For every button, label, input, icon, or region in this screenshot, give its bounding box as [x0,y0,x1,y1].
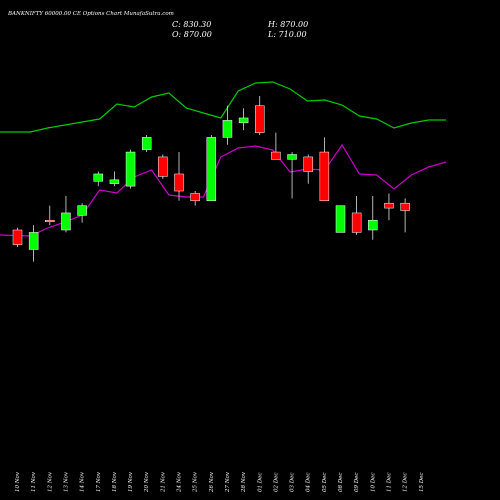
candles [12,96,410,262]
candle-body [368,220,378,231]
candle-body [93,173,103,182]
x-tick-label: 13 Nov [63,471,69,492]
candle-body [45,220,55,223]
open-value: O: 870.00 [172,30,212,39]
x-tick-label: 17 Nov [96,471,102,492]
x-tick-label: 04 Dec [306,473,312,493]
x-tick-label: 15 Dec [419,473,425,493]
candle-body [271,151,281,160]
close-value: C: 830.30 [172,20,211,29]
x-tick-label: 26 Nov [209,471,215,493]
candle-body [319,151,330,202]
low-value: L: 710.00 [267,30,307,39]
x-tick-label: 24 Nov [177,471,183,493]
high-value: H: 870.00 [267,20,308,29]
candle-body [287,154,297,160]
x-tick-label: 11 Dec [386,473,392,493]
candle-body [303,156,313,172]
candle-body [206,137,217,202]
candle-body [351,212,362,233]
x-tick-label: 21 Nov [160,471,166,493]
indicator-line-1 [0,81,446,133]
x-tick-label: 11 Nov [31,471,37,492]
x-tick-label: 19 Nov [128,471,134,492]
x-tick-label: 27 Nov [225,471,231,493]
candle-body [77,205,87,216]
x-tick-label: 28 Nov [241,471,247,493]
candle-body [190,193,200,202]
candle-body [12,229,23,245]
x-tick-label: 08 Dec [338,473,344,493]
x-tick-label: 05 Dec [322,473,328,493]
x-tick-label: 12 Nov [47,471,53,492]
candle-body [335,205,346,233]
x-tick-label: 02 Dec [273,473,279,493]
x-tick-label: 12 Dec [403,473,409,493]
candle-body [141,137,152,150]
x-tick-label: 10 Dec [370,473,376,493]
x-tick-label: 14 Nov [80,471,86,492]
candle-body [125,151,136,187]
candle-body [255,105,265,133]
candle-body [174,173,184,192]
candle-body [109,179,120,184]
x-axis-labels: 10 Nov 11 Nov 12 Nov 13 Nov 14 Nov 17 Nov 18 N… [15,471,425,493]
x-tick-label: 01 Dec [257,473,263,493]
x-tick-label: 03 Dec [290,473,296,493]
x-tick-label: 09 Dec [354,473,360,493]
candle-body [384,202,394,209]
candle-body [61,212,71,231]
x-tick-label: 10 Nov [15,471,21,492]
chart-title: BANKNIFTY 60000.00 CE Options Chart Muna… [7,11,174,17]
candle-body [28,232,39,250]
x-tick-label: 20 Nov [144,471,150,493]
candle-body [400,202,410,211]
x-tick-label: 18 Nov [112,471,118,492]
x-tick-label: 25 Nov [193,471,199,493]
candle-body [158,156,168,177]
candle-body [238,117,249,124]
candle-body [222,120,233,138]
